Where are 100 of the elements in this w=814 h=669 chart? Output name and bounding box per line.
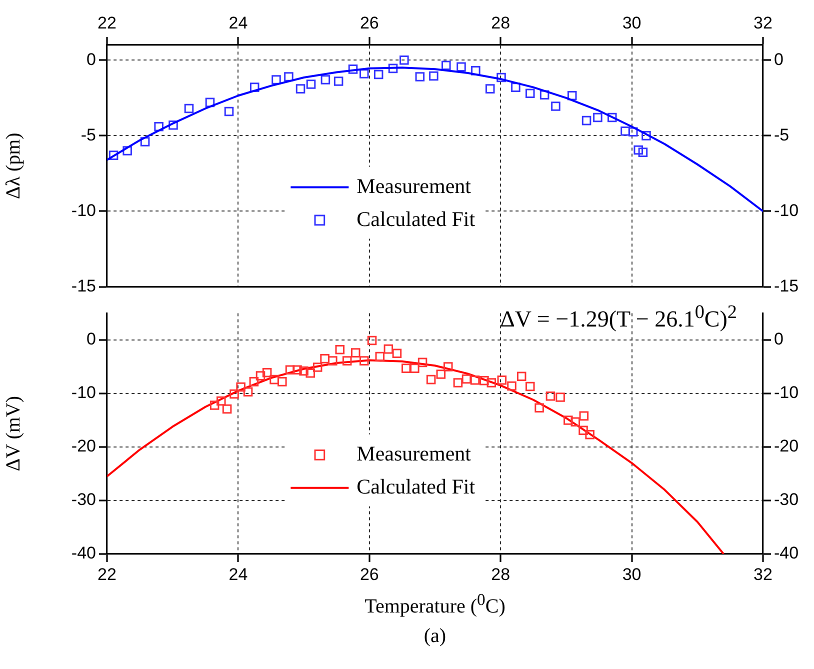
y2-tick-label: -15 xyxy=(774,276,799,296)
annotation: ΔV = −1.29(T − 26.1$^{0}$C)$^{2}$ xyxy=(500,302,737,333)
point xyxy=(270,374,279,384)
point xyxy=(567,90,577,100)
point xyxy=(205,98,215,108)
point xyxy=(470,375,480,385)
point xyxy=(507,381,516,391)
point xyxy=(312,362,322,372)
y2-tick-label: -10 xyxy=(774,383,799,402)
point xyxy=(442,60,451,70)
x2-tick-label: 26 xyxy=(360,13,379,32)
point xyxy=(628,127,638,137)
x-tick-label: 26 xyxy=(360,564,379,584)
point xyxy=(525,382,535,392)
point xyxy=(585,430,594,440)
y-axis-title: Δλ (pm) xyxy=(2,132,24,200)
point xyxy=(108,150,118,160)
point xyxy=(593,112,602,122)
point xyxy=(278,377,287,386)
point xyxy=(230,389,239,399)
point xyxy=(485,84,495,94)
y-tick-label: -20 xyxy=(71,436,96,456)
y-tick-label: -5 xyxy=(80,125,96,144)
point xyxy=(540,90,550,100)
y-tick-label: -10 xyxy=(71,383,96,402)
x2-tick-label: 30 xyxy=(622,13,642,32)
point xyxy=(401,364,411,373)
y2-tick-label: -30 xyxy=(774,490,799,510)
point xyxy=(249,377,259,386)
point xyxy=(250,82,260,92)
y-tick-label: 0 xyxy=(86,50,96,69)
point xyxy=(556,392,565,402)
point xyxy=(486,378,496,388)
point xyxy=(443,362,453,372)
y2-tick-label: 0 xyxy=(774,50,784,69)
x-tick-label: 32 xyxy=(754,564,772,584)
point xyxy=(607,112,617,122)
point xyxy=(292,365,302,375)
point xyxy=(578,426,588,436)
legend-label: Measurement xyxy=(356,174,472,198)
point xyxy=(634,145,643,155)
point xyxy=(122,146,132,156)
legend-label: Calculated Fit xyxy=(356,206,476,231)
point xyxy=(620,126,630,136)
point xyxy=(410,364,420,373)
point xyxy=(306,80,316,89)
point xyxy=(306,368,315,378)
point xyxy=(516,372,526,381)
y2-tick-label: 0 xyxy=(774,330,784,349)
point xyxy=(642,131,651,140)
point xyxy=(496,72,506,82)
legend-label: Calculated Fit xyxy=(356,474,476,498)
point xyxy=(154,122,164,132)
point xyxy=(582,116,592,126)
point xyxy=(384,344,394,354)
point xyxy=(360,69,369,78)
point xyxy=(374,70,384,80)
point xyxy=(243,387,253,396)
point xyxy=(184,104,194,114)
point xyxy=(480,376,489,386)
y-tick-label: -15 xyxy=(71,276,96,296)
point xyxy=(342,356,352,366)
point xyxy=(462,374,472,384)
point xyxy=(285,365,295,375)
point xyxy=(299,366,308,376)
point xyxy=(236,382,246,392)
point xyxy=(400,55,409,65)
point xyxy=(216,396,226,406)
y2-tick-label: -20 xyxy=(774,436,799,456)
x2-tick-label: 32 xyxy=(754,13,772,32)
point xyxy=(224,106,234,116)
point xyxy=(426,374,436,384)
point xyxy=(348,64,358,74)
x-tick-label: 28 xyxy=(491,564,510,584)
point xyxy=(429,71,438,81)
point xyxy=(534,403,544,413)
point xyxy=(551,102,560,111)
point xyxy=(334,76,344,86)
point xyxy=(456,62,466,72)
text: (a) xyxy=(424,625,446,648)
point xyxy=(284,72,294,82)
x-tick-label: 24 xyxy=(228,564,248,584)
point xyxy=(168,120,178,130)
point xyxy=(638,148,648,157)
point xyxy=(320,354,330,364)
x-tick-label: 30 xyxy=(622,564,642,584)
point xyxy=(579,411,589,421)
point xyxy=(262,368,272,378)
y-tick-label: -30 xyxy=(71,490,96,510)
x-tick-label: 22 xyxy=(98,564,116,584)
point xyxy=(453,378,463,388)
point xyxy=(497,375,507,385)
y2-tick-label: -10 xyxy=(774,200,799,220)
point xyxy=(418,358,428,368)
point xyxy=(436,370,446,379)
point xyxy=(335,344,345,354)
point xyxy=(256,371,266,380)
point xyxy=(546,392,556,401)
y-tick-label: -40 xyxy=(71,544,96,563)
point xyxy=(415,72,425,82)
